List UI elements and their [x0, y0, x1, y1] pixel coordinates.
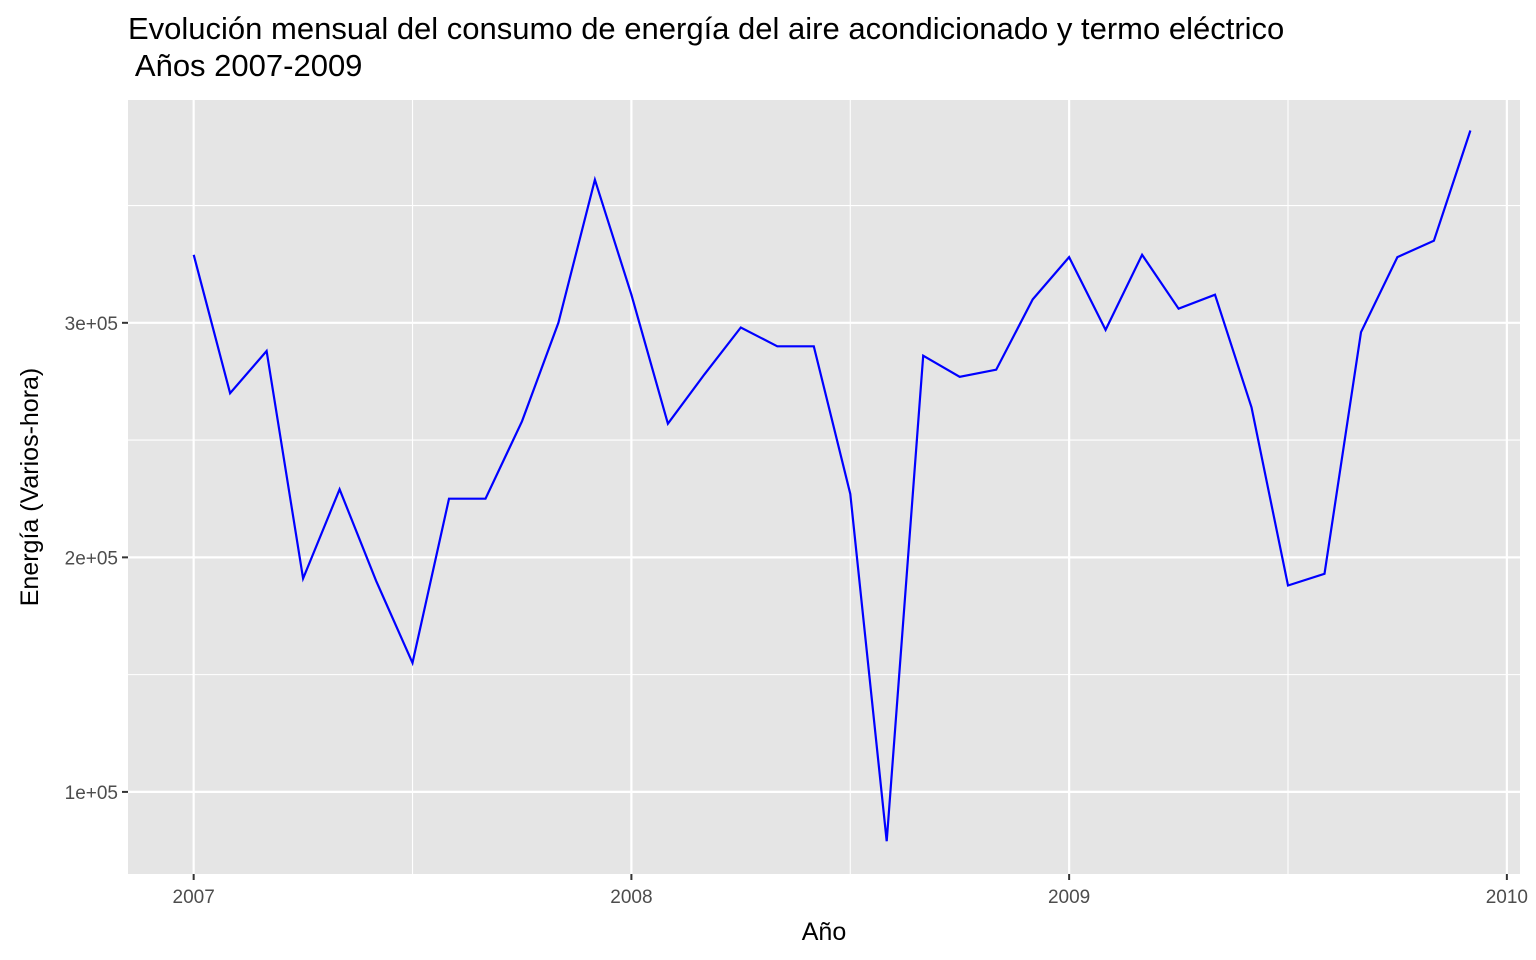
y-tick-label: 3e+05 [65, 314, 118, 335]
x-tick-label: 2009 [1048, 887, 1090, 908]
x-tick-label: 2008 [610, 887, 652, 908]
y-tick-label: 2e+05 [65, 548, 118, 569]
x-tick-label: 2010 [1486, 887, 1528, 908]
axis-ticks: 2007 2008 2009 2010 1e+05 2e+05 3e+05 [65, 314, 1528, 908]
x-tick-label: 2007 [173, 887, 215, 908]
y-axis-title: Energía (Varios-hora) [16, 368, 44, 607]
x-axis-title: Año [802, 918, 846, 946]
subtitle-line: Años 2007-2009 [128, 48, 363, 83]
title-line: Evolución mensual del consumo de energía… [128, 11, 1285, 46]
plot-panel [128, 100, 1520, 874]
y-tick-label: 1e+05 [65, 783, 118, 804]
gridlines [128, 100, 1520, 874]
series-line [192, 130, 1472, 842]
chart-title: Evolución mensual del consumo de energía… [128, 10, 1284, 84]
